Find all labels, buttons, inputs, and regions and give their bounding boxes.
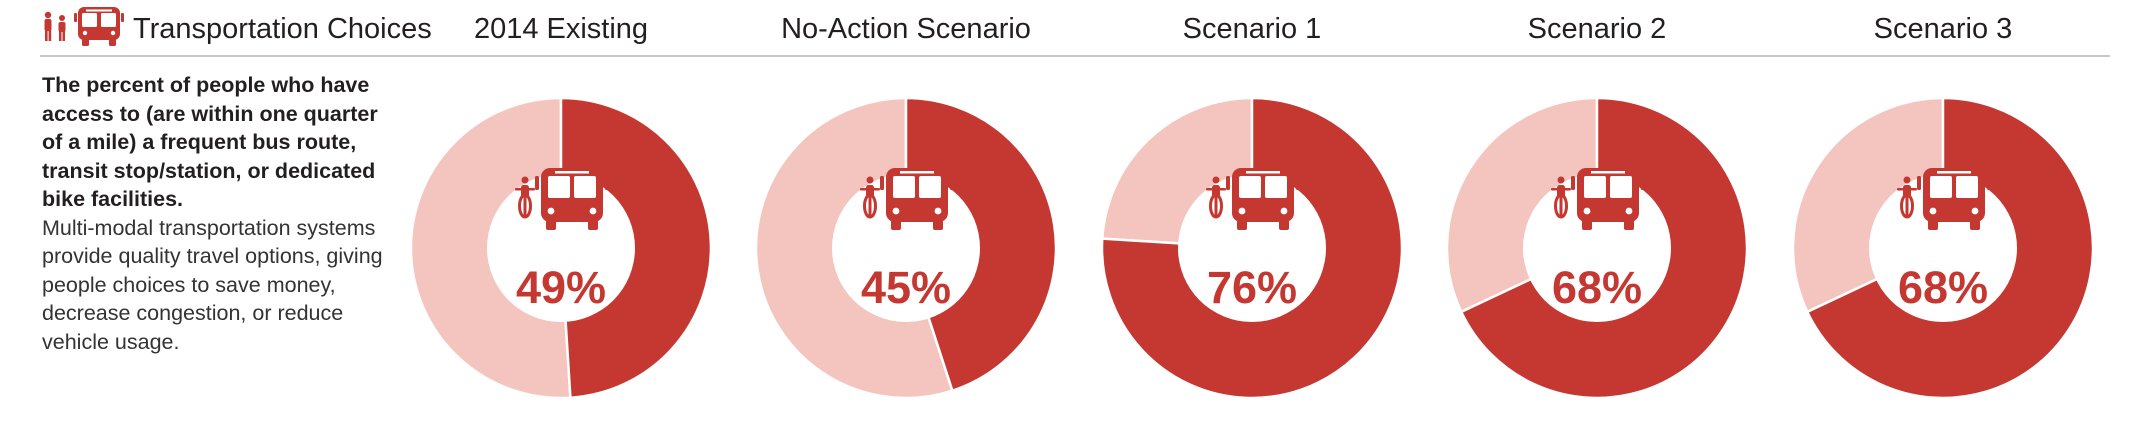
transit-people-bus-icon [44,7,124,46]
bike-bus-icon [515,168,609,230]
percent-label: 49% [516,262,606,313]
slice-with-access [1100,96,1404,400]
chart-title-scenario-3: Scenario 3 [1873,13,2013,45]
percent-label: 68% [1552,262,1642,313]
percent-label: 68% [1898,262,1988,313]
donut-chart-4: 68% [1791,96,2095,400]
percent-label: 76% [1207,262,1297,313]
percent-label: 45% [861,262,951,313]
donut-chart-1: 45% [754,96,1058,400]
bike-bus-icon [1551,168,1645,230]
header-title: Transportation Choices [133,13,432,45]
chart-title-scenario-2: Scenario 2 [1527,13,1667,45]
description-body: Multi-modal transportation systems provi… [42,215,383,354]
description: The percent of people who have access to… [42,71,402,356]
donut-chart-2: 76% [1100,96,1404,400]
chart-title-no-action: No-Action Scenario [781,13,1031,45]
chart-title-2014-existing: 2014 Existing [473,13,649,45]
donut-chart-0: 49% [409,96,713,400]
description-bold: The percent of people who have access to… [42,73,378,211]
donut-chart-3: 68% [1445,96,1749,400]
bike-bus-icon [1897,168,1991,230]
chart-title-scenario-1: Scenario 1 [1182,13,1322,45]
bike-bus-icon [860,168,954,230]
bike-bus-icon [1206,168,1300,230]
header-divider [40,55,2110,57]
